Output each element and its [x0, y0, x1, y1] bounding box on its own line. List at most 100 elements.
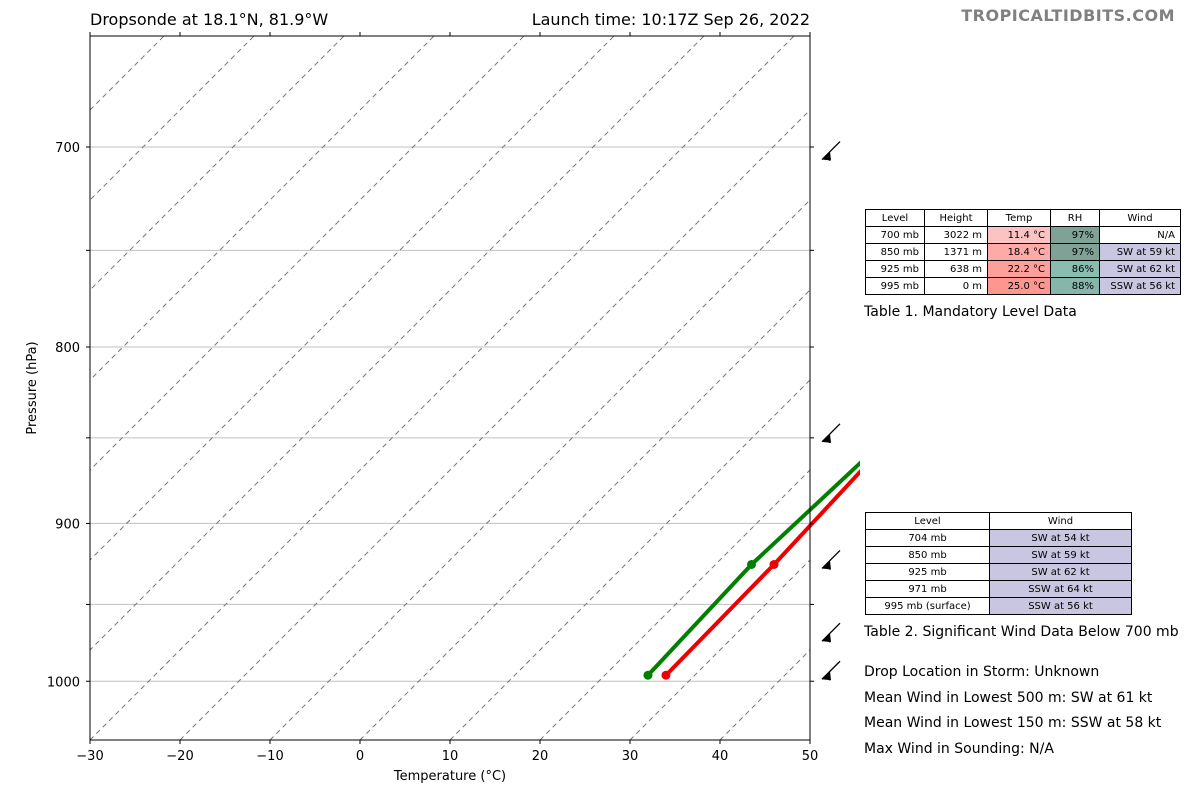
mean-wind-500m-text: Mean Wind in Lowest 500 m: SW at 61 kt [864, 689, 1153, 706]
table1-row: 995 mb 0 m 25.0 °C 88% SSW at 56 kt [865, 277, 1181, 295]
table1-header-wind: Wind [1099, 209, 1181, 227]
wind-barb-icon [821, 660, 841, 681]
isotherm-line [359, 289, 810, 740]
x-axis-label: Temperature (°C) [393, 769, 506, 784]
table1-cell-height: 3022 m [924, 226, 988, 244]
wind-barb-flag [825, 636, 831, 643]
isotherm-line [809, 739, 810, 740]
x-tick-label: −20 [166, 749, 193, 764]
brand-watermark: TROPICALTIDBITS.COM [961, 6, 1175, 25]
x-tick-label: 20 [532, 749, 549, 764]
table1-header-level: Level [865, 209, 925, 227]
table2-cell-wind: SW at 62 kt [989, 563, 1132, 581]
temperature-profile-line [663, 468, 860, 678]
drop-location-text: Drop Location in Storm: Unknown [864, 664, 1100, 680]
isotherm-line [90, 36, 525, 471]
skewt-chart: −30 −20 −10 0 10 20 30 40 50 700 800 900 1000 Temper… [25, 32, 860, 784]
table1-row: 700 mb 3022 m 11.4 °C 97% N/A [865, 226, 1181, 244]
table1-cell-level: 995 mb [865, 277, 925, 295]
significant-wind-table-wrap: Level Wind 704 mb SW at 54 kt 850 mb SW at 5… [865, 512, 1132, 615]
table1-cell-rh: 88% [1050, 277, 1100, 295]
y-tick-label: 800 [55, 341, 80, 356]
dewpoint-point [643, 670, 653, 680]
significant-wind-table: Level Wind 704 mb SW at 54 kt 850 mb SW at 5… [865, 512, 1132, 615]
y-tick-label: 700 [55, 141, 80, 156]
table2-cell-level: 704 mb [865, 529, 990, 547]
mean-wind-150m-text: Mean Wind in Lowest 150 m: SSW at 58 kt [864, 715, 1162, 731]
isotherm-line [90, 36, 615, 561]
table1-header-temp: Temp [987, 209, 1051, 227]
table1-cell-wind: N/A [1099, 226, 1181, 244]
isotherm-line [449, 379, 810, 740]
isotherm-line [90, 36, 705, 651]
isotherm-line [629, 559, 810, 740]
dewpoint-point [747, 559, 757, 569]
wind-barb-icon [821, 423, 841, 444]
x-tick-label: 10 [442, 749, 459, 764]
wind-barb-flag [825, 155, 831, 161]
table1-cell-wind: SSW at 56 kt [1099, 277, 1181, 295]
x-tick-label: 30 [622, 749, 639, 764]
table1-cell-wind: SW at 62 kt [1099, 260, 1181, 278]
isotherm-line [90, 36, 435, 381]
table1-cell-wind: SW at 59 kt [1099, 243, 1181, 261]
table2-cell-wind: SSW at 64 kt [989, 580, 1132, 598]
table2-cell-wind: SW at 59 kt [989, 546, 1132, 564]
dewpoint-profile-line [645, 460, 860, 678]
x-tick-label: −10 [256, 749, 283, 764]
table1-cell-temp: 18.4 °C [987, 243, 1051, 261]
max-wind-text: Max Wind in Sounding: N/A [864, 740, 1054, 757]
plot-frame [89, 35, 811, 741]
table1-cell-level: 850 mb [865, 243, 925, 261]
table2-cell-level: 971 mb [865, 580, 990, 598]
chart-title-launch-time: Launch time: 10:17Z Sep 26, 2022 [531, 10, 810, 29]
y-tick-label: 1000 [47, 675, 80, 690]
table2-cell-level: 995 mb (surface) [865, 597, 990, 615]
wind-barb-icon [821, 550, 841, 570]
isotherm-line [719, 649, 810, 740]
isotherm-line [539, 469, 810, 740]
x-tick-label: 0 [356, 749, 364, 764]
table1-caption: Table 1. Mandatory Level Data [864, 304, 1077, 320]
wind-barb-icon [821, 622, 841, 643]
isotherm-line [90, 36, 345, 291]
table2-header-level: Level [865, 512, 990, 530]
wind-barb-flag [825, 674, 831, 681]
table2-row: 971 mb SSW at 64 kt [865, 580, 1132, 598]
table1-cell-rh: 97% [1050, 243, 1100, 261]
table1-row: 925 mb 638 m 22.2 °C 86% SW at 62 kt [865, 260, 1181, 278]
table1-cell-rh: 97% [1050, 226, 1100, 244]
storm-info-block: Drop Location in Storm: Unknown Mean Win… [864, 660, 1161, 762]
table1-cell-temp: 25.0 °C [987, 277, 1051, 295]
x-tick-label: 50 [802, 749, 819, 764]
temperature-point [661, 670, 671, 680]
table2-cell-level: 925 mb [865, 563, 990, 581]
table1-cell-level: 925 mb [865, 260, 925, 278]
isotherm-line [179, 109, 810, 740]
table2-cell-wind: SSW at 56 kt [989, 597, 1132, 615]
temperature-point [769, 559, 779, 569]
y-tick-label: 900 [55, 517, 80, 532]
isotherm-line [90, 36, 795, 740]
wind-barb-flag [825, 564, 831, 570]
table1-cell-height: 1371 m [924, 243, 988, 261]
table2-header-wind: Wind [989, 512, 1132, 530]
chart-title-location: Dropsonde at 18.1°N, 81.9°W [90, 10, 329, 29]
table1-cell-rh: 86% [1050, 260, 1100, 278]
table1-cell-level: 700 mb [865, 226, 925, 244]
y-axis-label: Pressure (hPa) [25, 341, 40, 434]
wind-barb-icon [821, 141, 841, 161]
table1-header-rh: RH [1050, 209, 1100, 227]
mandatory-level-table-wrap: Level Height Temp RH Wind 700 mb 3022 m 11.4 °… [865, 209, 1181, 295]
table1-cell-temp: 22.2 °C [987, 260, 1051, 278]
table1-cell-temp: 11.4 °C [987, 226, 1051, 244]
table2-cell-wind: SW at 54 kt [989, 529, 1132, 547]
isotherm-line [269, 199, 810, 740]
table1-cell-height: 638 m [924, 260, 988, 278]
table2-cell-level: 850 mb [865, 546, 990, 564]
mandatory-level-table: Level Height Temp RH Wind 700 mb 3022 m 11.4 °… [865, 209, 1181, 295]
table1-header-height: Height [924, 209, 988, 227]
table2-caption: Table 2. Significant Wind Data Below 700… [864, 624, 1179, 640]
table2-row: 925 mb SW at 62 kt [865, 563, 1132, 581]
table2-row: 995 mb (surface) SSW at 56 kt [865, 597, 1132, 615]
